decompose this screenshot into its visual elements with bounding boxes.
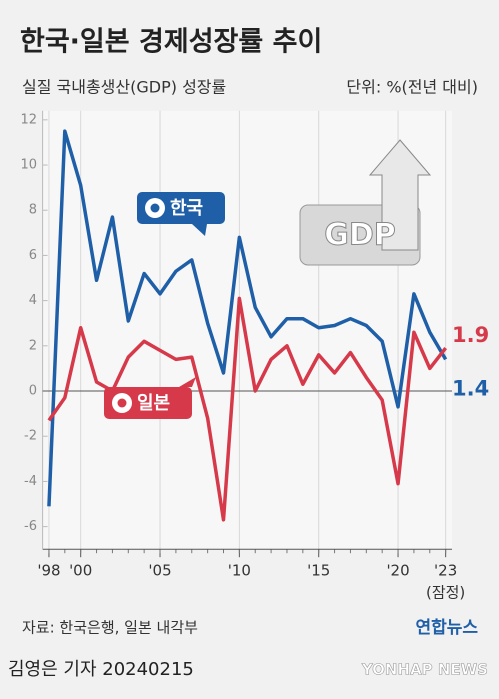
watermark: YONHAP NEWS <box>361 661 488 679</box>
subtitle: 실질 국내총생산(GDP) 성장률 <box>22 78 226 97</box>
line-0 <box>47 129 448 507</box>
y-tick-label: -4 <box>24 474 37 489</box>
x-tick-label: '05 <box>148 562 171 580</box>
x-tick-label: '15 <box>307 562 330 580</box>
legend-flag-center <box>150 203 160 213</box>
x-tick-label: '98 <box>37 562 60 580</box>
x-tick-label: '20 <box>386 562 409 580</box>
chart-title: 한국·일본 경제성장률 추이 <box>20 27 322 58</box>
legend-flag-center <box>117 398 127 408</box>
y-tick-label: 12 <box>20 112 37 127</box>
legend-label: 한국 <box>170 198 203 219</box>
y-tick-label: 2 <box>29 338 37 353</box>
y-tick-label: -2 <box>24 429 37 444</box>
x-tick-label: '00 <box>69 562 92 580</box>
legend-pointer <box>179 377 196 387</box>
logo: 연합뉴스 <box>415 617 478 638</box>
legend-item: 일본 <box>104 377 196 419</box>
y-tick-label: 8 <box>29 203 37 218</box>
line-1 <box>47 296 448 522</box>
unit: 단위: %(전년 대비) <box>346 78 478 97</box>
y-tick-label: -6 <box>24 519 37 534</box>
x-tick-label: '23 <box>434 562 457 580</box>
gdp-graphic: GDP <box>299 139 432 266</box>
y-tick-label: 4 <box>29 293 37 308</box>
source: 자료: 한국은행, 일본 내각부 <box>22 619 198 637</box>
graphic-text: GDP <box>324 218 396 253</box>
y-tick-label: 10 <box>20 158 37 173</box>
end-label: 1.9 <box>452 323 489 347</box>
legend-pointer <box>192 224 207 236</box>
byline: 김영은 기자 20240215 <box>8 659 194 680</box>
x-tick-label: '10 <box>228 562 251 580</box>
x-tick-note: (잠정) <box>426 584 465 602</box>
end-label: 1.4 <box>452 376 489 400</box>
y-tick-label: 6 <box>29 248 37 263</box>
y-tick-label: 0 <box>29 384 37 399</box>
legend-item: 한국 <box>137 192 225 236</box>
legend-label: 일본 <box>137 393 170 414</box>
plot: '98 '00 '05 '10 '15 '20 '23 (잠정) -6 -4 -2 0 2 4 6 8 10 12… <box>20 110 489 602</box>
